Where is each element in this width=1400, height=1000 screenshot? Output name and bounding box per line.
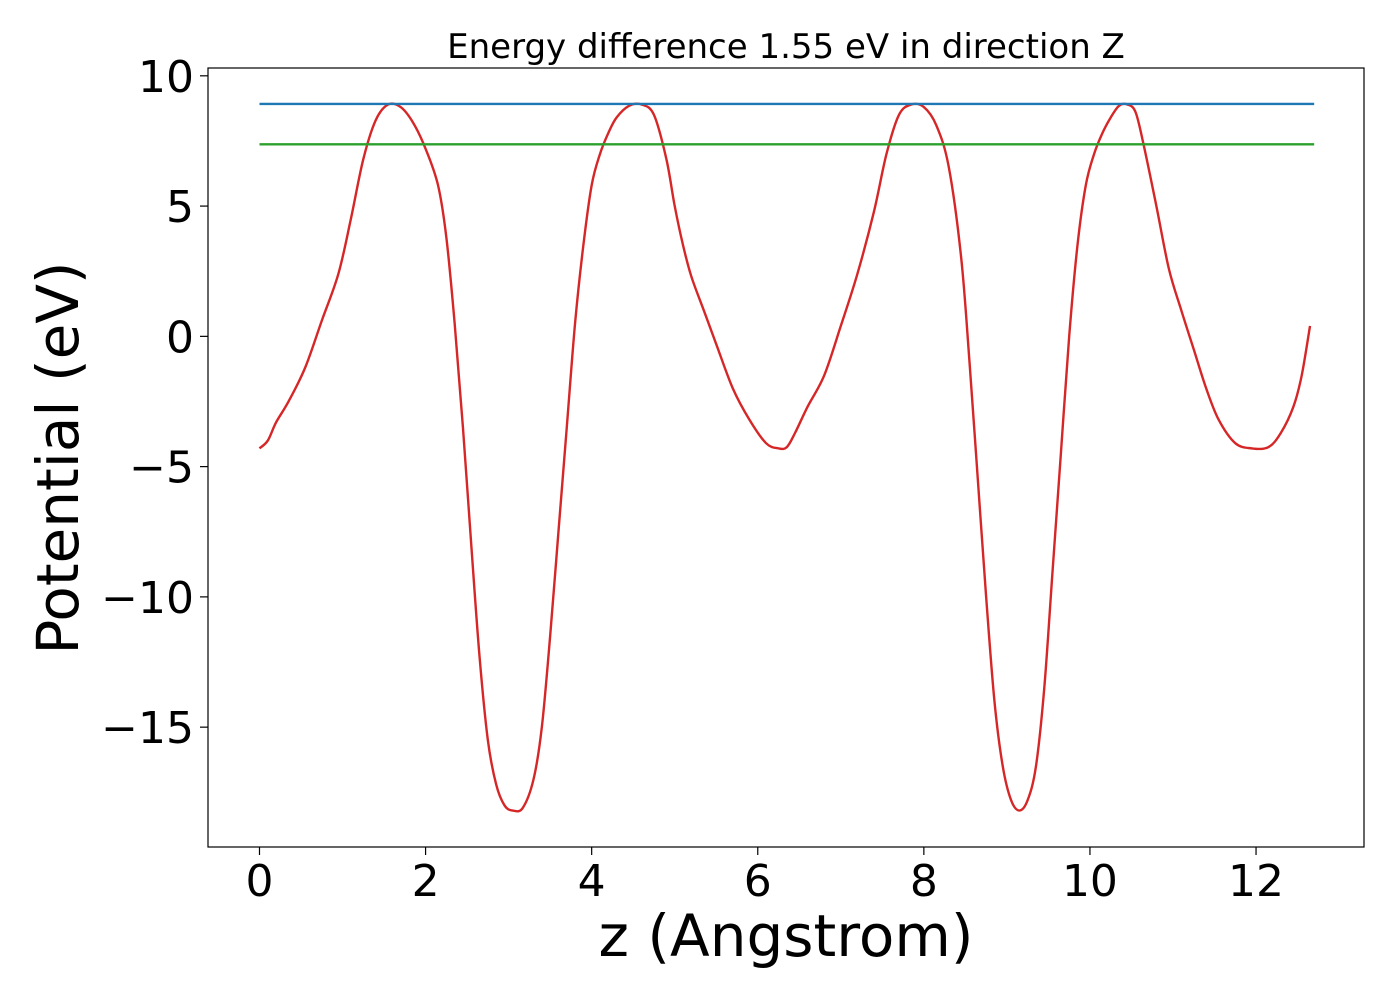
x-tick-label: 12 [1228, 856, 1284, 907]
x-tick-label: 4 [578, 856, 606, 907]
y-axis-label: Potential (eV) [24, 261, 92, 654]
plot-frame [207, 67, 1365, 848]
potential-curve-line [258, 102, 1312, 813]
y-tick-label: −15 [101, 703, 194, 754]
x-tick-label: 0 [245, 856, 273, 907]
chart-title: Energy difference 1.55 eV in direction Z [447, 27, 1125, 67]
x-tick-label: 6 [744, 856, 772, 907]
y-tick-label: −10 [101, 573, 194, 624]
y-axis-ticks: −15 −10 −5 0 5 10 [101, 52, 208, 754]
series-layer [258, 102, 1315, 813]
y-tick-label: 0 [166, 312, 194, 363]
x-axis-ticks: 0 2 4 6 8 10 12 [245, 847, 1284, 907]
x-tick-label: 10 [1062, 856, 1118, 907]
y-tick-label: 10 [138, 52, 194, 103]
x-axis-label: z (Angstrom) [599, 902, 974, 970]
x-tick-label: 2 [412, 856, 440, 907]
y-tick-label: 5 [166, 182, 194, 233]
y-tick-label: −5 [129, 443, 194, 494]
x-tick-label: 8 [910, 856, 938, 907]
